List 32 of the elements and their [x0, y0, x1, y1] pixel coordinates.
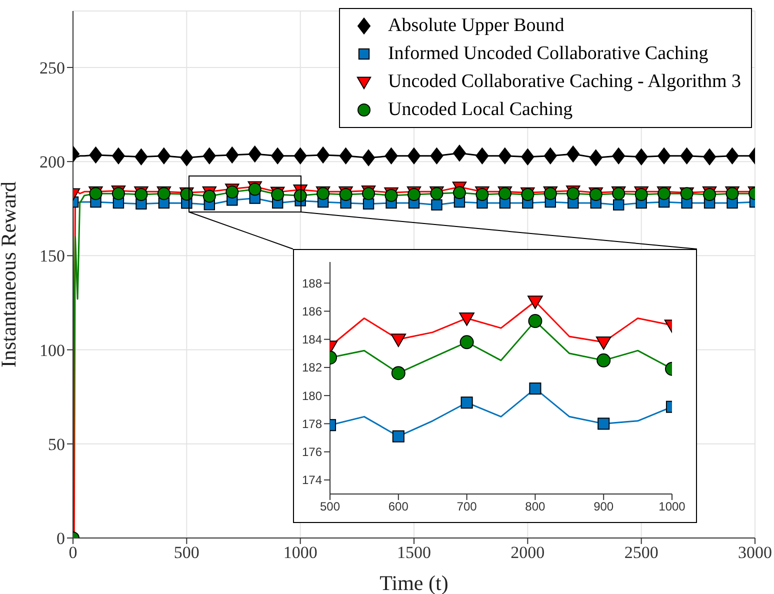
x-tick-label: 500 [174, 543, 200, 562]
legend-label: Informed Uncoded Collaborative Caching [388, 43, 708, 65]
x-tick-label: 2500 [624, 543, 658, 562]
y-tick-label: 186 [302, 304, 322, 318]
y-tick-label: 176 [302, 445, 322, 460]
x-tick-label: 600 [388, 500, 409, 514]
x-tick-label: 2000 [510, 543, 545, 562]
y-tick-label: 50 [48, 434, 65, 454]
y-tick-label: 178 [302, 416, 322, 431]
y-tick-label: 250 [40, 58, 65, 78]
x-tick-label: 1500 [397, 543, 431, 562]
x-tick-label: 1000 [283, 543, 318, 562]
x-tick-label: 0 [68, 543, 78, 562]
x-tick-label: 900 [594, 500, 614, 514]
x-tick-label: 700 [456, 500, 478, 514]
x-tick-label: 800 [525, 500, 546, 514]
y-tick-label: 150 [40, 246, 65, 266]
y-tick-label: 188 [302, 276, 322, 290]
y-tick-label: 174 [302, 473, 322, 488]
y-axis-title: Instantaneous Reward [0, 180, 20, 368]
y-tick-label: 184 [302, 332, 322, 347]
y-tick-label: 182 [302, 360, 322, 375]
y-tick-label: 0 [56, 529, 65, 548]
x-tick-label: 500 [320, 500, 340, 514]
legend-label: Uncoded Local Caching [388, 99, 573, 121]
x-tick-label: 3000 [738, 543, 772, 562]
y-tick-label: 180 [302, 388, 322, 403]
legend-label: Absolute Upper Bound [388, 15, 564, 37]
legend-label: Uncoded Collaborative Caching - Algorithm 3 [388, 71, 741, 93]
x-tick-label: 1000 [658, 500, 686, 514]
y-tick-label: 200 [40, 152, 65, 172]
y-tick-label: 100 [40, 340, 65, 360]
